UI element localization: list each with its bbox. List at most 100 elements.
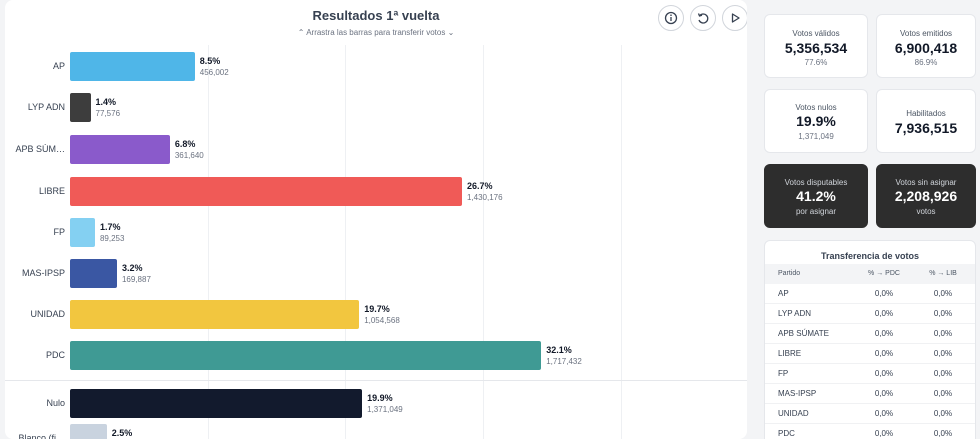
card-value: 19.9% xyxy=(796,113,836,129)
table-row: AP 0,0% 0,0% xyxy=(765,284,975,304)
separator xyxy=(5,380,747,381)
gridline xyxy=(345,45,346,439)
bar-value-label: 1.4% xyxy=(95,97,117,107)
bar-unidad[interactable] xyxy=(70,300,360,329)
cell-lib-input[interactable]: 0,0% xyxy=(933,329,953,338)
bar-value-label: 1.7% xyxy=(99,222,121,232)
chart-subtitle: ⌃ Arrastra las barras para transferir vo… xyxy=(5,28,747,37)
cell-partido: MAS-IPSP xyxy=(778,389,817,398)
table-row: LIBRE 0,0% 0,0% xyxy=(765,344,975,364)
reset-button[interactable] xyxy=(690,5,716,31)
cell-pdc-input[interactable]: 0,0% xyxy=(874,349,894,358)
party-label: FP xyxy=(53,227,65,237)
cell-lib-input[interactable]: 0,0% xyxy=(933,369,953,378)
bar-mas-ipsp[interactable] xyxy=(70,259,117,288)
cell-lib-input[interactable]: 0,0% xyxy=(933,429,953,438)
bar-votes-label: 456,002 xyxy=(199,68,229,77)
cell-lib-input[interactable]: 0,0% xyxy=(933,309,953,318)
card-label: Votos nulos xyxy=(795,103,837,112)
votos-validos-card: Votos válidos 5,356,534 77.6% xyxy=(764,14,868,78)
cell-partido: UNIDAD xyxy=(778,409,809,418)
header-pdc: % → PDC xyxy=(868,270,900,277)
chevron-down-icon: ⌄ xyxy=(447,28,455,37)
table-row: UNIDAD 0,0% 0,0% xyxy=(765,404,975,424)
bar-value-label: 19.9% xyxy=(367,393,393,403)
info-icon xyxy=(664,11,678,25)
cell-lib-input[interactable]: 0,0% xyxy=(933,349,953,358)
play-button[interactable] xyxy=(722,5,747,31)
bar-votes-label: 169,887 xyxy=(121,275,151,284)
bar-votes-label: 89,253 xyxy=(99,234,125,243)
habilitados-card: Habilitados 7,936,515 xyxy=(876,89,976,153)
bar-votes-label: 1,371,049 xyxy=(367,405,403,414)
cell-pdc-input[interactable]: 0,0% xyxy=(874,429,894,438)
cell-lib-input[interactable]: 0,0% xyxy=(933,409,953,418)
bar-votes-label: 1,430,176 xyxy=(466,193,503,202)
bar-value-label: 19.7% xyxy=(364,304,390,314)
party-label: LYP ADN xyxy=(27,102,65,112)
card-value: 2,208,926 xyxy=(894,188,958,204)
gridline xyxy=(483,45,484,439)
bar-nulo[interactable] xyxy=(70,389,363,418)
card-sub: 77.6% xyxy=(804,58,828,67)
gridline xyxy=(208,45,209,439)
gridline xyxy=(621,45,622,439)
cell-pdc-input[interactable]: 0,0% xyxy=(874,329,894,338)
transfer-table-header: Partido % → PDC % → LIB xyxy=(765,264,975,284)
votos-nulos-card: Votos nulos 19.9% 1,371,049 xyxy=(764,89,868,153)
results-chart-panel: Resultados 1ª vuelta ⌃ Arrastra las barr… xyxy=(5,0,747,439)
cell-partido: LYP ADN xyxy=(778,309,812,318)
cell-lib-input[interactable]: 0,0% xyxy=(933,289,953,298)
transfer-title: Transferencia de votos xyxy=(820,251,920,261)
transfer-panel: Transferencia de votos Partido % → PDC %… xyxy=(764,240,976,439)
votos-sin-asignar-card: Votos sin asignar 2,208,926 votos xyxy=(876,164,976,228)
table-row: LYP ADN 0,0% 0,0% xyxy=(765,304,975,324)
bar-pdc[interactable] xyxy=(70,341,542,370)
party-label: PDC xyxy=(45,350,65,360)
bar-apb-s-m-[interactable] xyxy=(70,135,170,164)
cell-pdc-input[interactable]: 0,0% xyxy=(874,409,894,418)
cell-pdc-input[interactable]: 0,0% xyxy=(874,369,894,378)
card-sub: 86.9% xyxy=(914,58,938,67)
table-row: PDC 0,0% 0,0% xyxy=(765,424,975,439)
bar-value-label: 32.1% xyxy=(546,345,572,355)
bar-libre[interactable] xyxy=(70,177,462,206)
info-button[interactable] xyxy=(658,5,684,31)
table-row: FP 0,0% 0,0% xyxy=(765,364,975,384)
card-label: Votos disputables xyxy=(784,178,848,187)
play-icon xyxy=(731,13,740,23)
bar-value-label: 26.7% xyxy=(466,181,493,191)
bar-ap[interactable] xyxy=(70,52,195,81)
party-label: APB SÚM… xyxy=(15,144,65,154)
card-value: 41.2% xyxy=(796,188,836,204)
cell-partido: LIBRE xyxy=(778,349,802,358)
cell-partido: AP xyxy=(778,289,789,298)
bar-value-label: 8.5% xyxy=(199,56,221,66)
cell-partido: PDC xyxy=(778,429,795,438)
bar-blanco-fi-[interactable] xyxy=(70,424,107,439)
card-label: Votos emitidos xyxy=(899,29,953,38)
table-row: APB SÚMATE 0,0% 0,0% xyxy=(765,324,975,344)
card-sub: votos xyxy=(916,207,936,216)
bar-fp[interactable] xyxy=(70,218,95,247)
card-value: 7,936,515 xyxy=(894,120,958,136)
bar-lyp-adn[interactable] xyxy=(70,93,91,122)
cell-lib-input[interactable]: 0,0% xyxy=(933,389,953,398)
bar-value-label: 3.2% xyxy=(121,263,143,273)
bar-votes-label: 1,717,432 xyxy=(546,357,582,366)
cell-pdc-input[interactable]: 0,0% xyxy=(874,289,894,298)
table-row: MAS-IPSP 0,0% 0,0% xyxy=(765,384,975,404)
cell-partido: APB SÚMATE xyxy=(778,329,829,338)
chart-title: Resultados 1ª vuelta xyxy=(312,8,440,23)
party-label: MAS-IPSP xyxy=(21,268,65,278)
party-label: LIBRE xyxy=(38,186,65,196)
reset-icon xyxy=(697,13,709,24)
cell-pdc-input[interactable]: 0,0% xyxy=(874,309,894,318)
bar-votes-label: 77,576 xyxy=(95,109,121,118)
card-label: Votos sin asignar xyxy=(895,178,957,187)
card-value: 5,356,534 xyxy=(784,40,848,56)
card-value: 6,900,418 xyxy=(894,40,958,56)
card-sub: por asignar xyxy=(795,207,837,216)
chart-subtitle-text: Arrastra las barras para transferir voto… xyxy=(306,28,446,37)
cell-pdc-input[interactable]: 0,0% xyxy=(874,389,894,398)
